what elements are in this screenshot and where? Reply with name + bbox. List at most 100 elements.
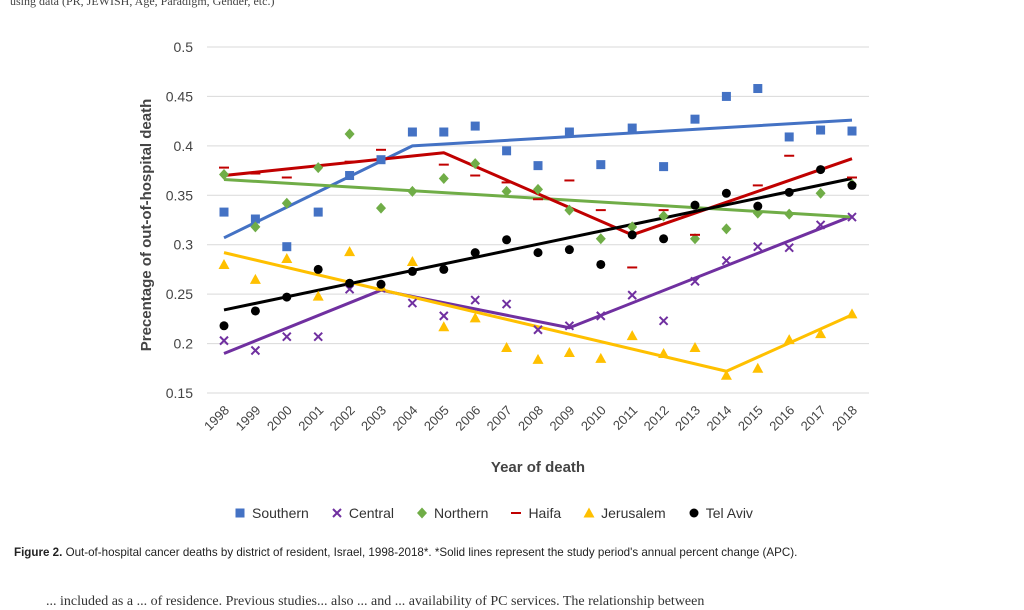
data-point-northern <box>376 202 386 214</box>
data-point-southern <box>345 171 355 181</box>
line-chart: 0.15 0.2 0.25 0.3 0.35 0.4 0.45 0.5 1998 1999 2000… <box>138 39 869 476</box>
legend-item-northern: Northern <box>416 505 488 521</box>
data-point-jerusalem <box>532 353 544 364</box>
data-point-jerusalem <box>720 369 732 380</box>
data-point-tel-aviv <box>470 248 480 258</box>
data-point-tel-aviv <box>659 234 669 244</box>
data-point-tel-aviv <box>847 180 857 190</box>
y-tick-label: 0.5 <box>174 39 194 55</box>
x-tick-label: 2009 <box>546 403 577 434</box>
data-point-tel-aviv <box>376 279 386 289</box>
data-point-jerusalem <box>658 347 670 358</box>
data-point-central <box>690 276 700 286</box>
trend-line-tel-aviv <box>223 177 853 312</box>
data-point-northern <box>407 185 418 197</box>
caption-text: Out-of-hospital cancer deaths by distric… <box>65 546 798 559</box>
legend-label: Jerusalem <box>601 505 666 521</box>
data-point-southern <box>847 126 857 136</box>
data-point-central <box>313 331 323 342</box>
y-tick-label: 0.4 <box>174 138 194 154</box>
data-point-central <box>815 220 826 230</box>
x-tick-label: 2007 <box>484 403 515 434</box>
data-point-central <box>784 242 794 253</box>
data-point-southern <box>690 114 700 124</box>
data-point-tel-aviv <box>282 292 292 302</box>
data-point-tel-aviv <box>784 187 794 197</box>
data-point-tel-aviv <box>313 264 323 274</box>
data-point-central <box>407 298 418 308</box>
data-point-northern <box>501 185 512 197</box>
x-tick-label: 2006 <box>452 403 483 434</box>
x-tick-label: 2012 <box>641 403 672 434</box>
chart-legend: Southern Central Northern Haifa Jerusalem Tel… <box>234 505 753 521</box>
y-tick-label: 0.3 <box>174 237 194 253</box>
data-point-southern <box>502 146 512 156</box>
x-axis-title: Year of death <box>491 459 585 476</box>
x-tick-label: 2011 <box>610 403 640 433</box>
data-point-southern <box>753 84 763 94</box>
data-point-northern <box>690 233 700 245</box>
data-point-northern <box>815 187 826 199</box>
x-tick-label: 2018 <box>829 403 860 434</box>
legend-label: Northern <box>433 505 489 521</box>
data-point-southern <box>470 121 480 131</box>
data-point-northern <box>627 221 638 233</box>
legend-label: Central <box>348 505 394 521</box>
figure-caption: Figure 2. Out-of-hospital cancer deaths … <box>14 546 1014 559</box>
data-point-northern <box>564 204 575 216</box>
data-point-tel-aviv <box>564 245 574 255</box>
data-point-northern <box>250 221 261 233</box>
data-point-central <box>721 255 732 266</box>
data-point-jerusalem <box>406 256 418 267</box>
data-point-tel-aviv <box>439 264 449 274</box>
data-point-tel-aviv <box>533 248 543 258</box>
data-point-southern <box>250 214 260 224</box>
data-point-central <box>501 299 512 309</box>
legend-marker-central-icon <box>332 508 342 518</box>
trend-line-southern <box>223 118 853 240</box>
legend-marker-southern-icon <box>235 508 245 518</box>
legend-marker-southern <box>235 508 245 518</box>
y-tick-label: 0.2 <box>174 336 194 352</box>
x-tick-label: 2005 <box>421 403 452 434</box>
data-point-southern <box>596 160 606 170</box>
legend-item-central: Central <box>331 505 394 521</box>
data-point-tel-aviv <box>502 235 512 245</box>
data-point-central <box>250 345 261 356</box>
data-point-jerusalem <box>469 312 481 323</box>
x-tick-label: 2003 <box>358 403 389 434</box>
data-point-jerusalem <box>312 290 324 301</box>
data-point-tel-aviv <box>721 188 731 198</box>
x-tick-label: 1998 <box>201 403 232 434</box>
legend-label: Tel Aviv <box>705 505 753 521</box>
data-point-central <box>658 316 669 326</box>
x-tick-label: 2014 <box>703 403 734 434</box>
data-point-tel-aviv <box>596 259 606 269</box>
data-point-central <box>564 321 575 331</box>
data-point-jerusalem <box>595 352 607 363</box>
data-point-jerusalem <box>281 253 293 264</box>
data-point-jerusalem <box>783 334 795 345</box>
data-point-central <box>753 241 763 252</box>
data-point-tel-aviv <box>407 266 417 276</box>
legend-marker-haifa-icon <box>511 512 522 514</box>
legend-label: Southern <box>252 505 309 521</box>
data-point-northern <box>784 208 795 220</box>
x-tick-label: 1999 <box>232 403 263 434</box>
data-point-central <box>627 290 637 300</box>
data-point-jerusalem <box>249 273 261 284</box>
data-point-jerusalem <box>501 342 513 353</box>
x-tick-label: 2016 <box>766 403 797 434</box>
x-tick-label: 2008 <box>515 403 546 434</box>
data-point-southern <box>816 125 826 135</box>
x-tick-label: 2013 <box>672 403 703 434</box>
data-point-jerusalem <box>626 330 638 341</box>
x-tick-label: 2004 <box>389 403 420 434</box>
data-point-southern <box>564 127 574 137</box>
data-point-tel-aviv <box>753 201 763 211</box>
data-point-tel-aviv <box>627 230 637 240</box>
x-tick-label: 2010 <box>578 403 609 434</box>
data-point-central <box>533 325 543 335</box>
legend-marker-tel-aviv-icon <box>689 508 699 518</box>
legend-marker-northern-icon <box>416 507 427 519</box>
